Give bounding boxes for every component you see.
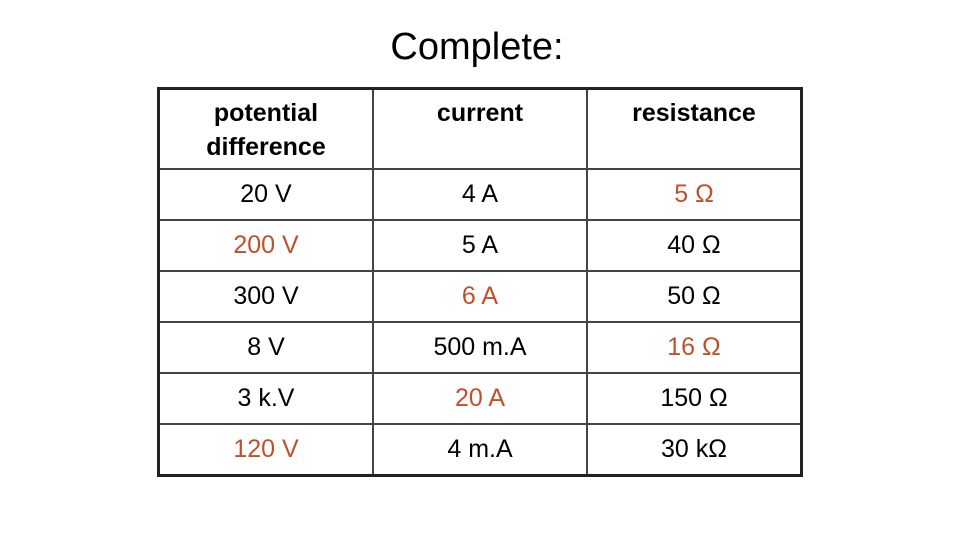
cell: 20 V	[157, 168, 374, 221]
table-row: 120 V 4 m.A 30 kΩ	[157, 423, 803, 477]
cell: 4 m.A	[372, 423, 588, 477]
cell: 50 Ω	[586, 270, 803, 323]
cell: 5 A	[372, 219, 588, 272]
header-cell: current	[372, 87, 588, 170]
cell: 500 m.A	[372, 321, 588, 374]
answer-cell: 200 V	[157, 219, 374, 272]
answer-cell: 120 V	[157, 423, 374, 477]
answer-cell: 6 A	[372, 270, 588, 323]
table-row: 200 V 5 A 40 Ω	[157, 219, 803, 272]
table-row: 8 V 500 m.A 16 Ω	[157, 321, 803, 374]
slide-title: Complete:	[390, 26, 564, 68]
table-row: 3 k.V 20 A 150 Ω	[157, 372, 803, 425]
answer-cell: 16 Ω	[586, 321, 803, 374]
cell: 40 Ω	[586, 219, 803, 272]
answer-cell: 5 Ω	[586, 168, 803, 221]
cell: 8 V	[157, 321, 374, 374]
header-cell: potential difference	[157, 87, 374, 170]
cell: 4 A	[372, 168, 588, 221]
answer-cell: 20 A	[372, 372, 588, 425]
table-row: 20 V 4 A 5 Ω	[157, 168, 803, 221]
cell: 300 V	[157, 270, 374, 323]
table-row: 300 V 6 A 50 Ω	[157, 270, 803, 323]
cell: 30 kΩ	[586, 423, 803, 477]
cell: 3 k.V	[157, 372, 374, 425]
cell: 150 Ω	[586, 372, 803, 425]
data-table: potential difference current resistance …	[157, 87, 803, 477]
header-row: potential difference current resistance	[157, 87, 803, 170]
header-cell: resistance	[586, 87, 803, 170]
